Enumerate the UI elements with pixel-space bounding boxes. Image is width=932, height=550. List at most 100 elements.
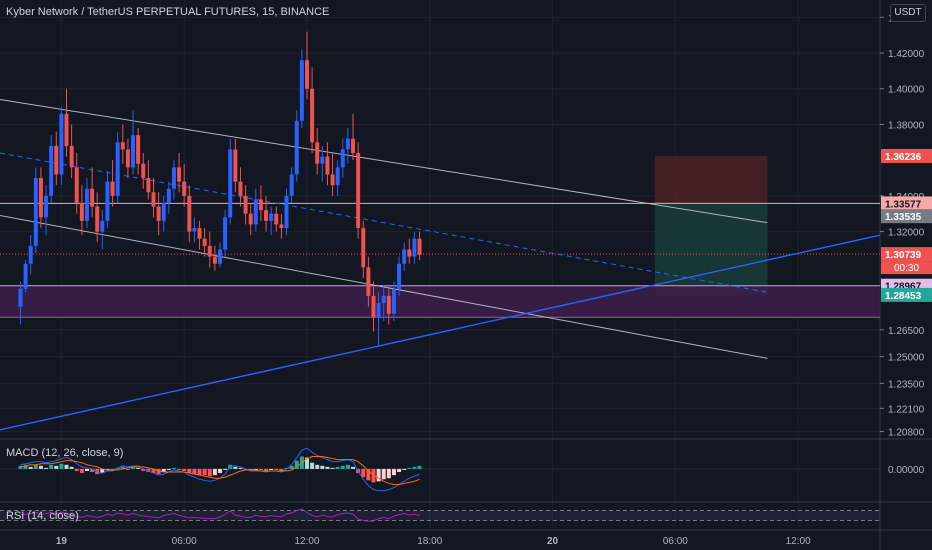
macd-histogram-bar xyxy=(90,468,95,473)
time-tick-label: 18:00 xyxy=(417,536,442,547)
countdown-label: 00:30 xyxy=(894,263,919,274)
time-tick-label: 06:00 xyxy=(172,536,197,547)
drawing-zones xyxy=(0,155,880,318)
macd-histogram-bar xyxy=(171,467,176,469)
macd-histogram-bar xyxy=(38,465,43,469)
macd-histogram-bar xyxy=(100,468,105,474)
rsi-line xyxy=(20,508,420,522)
price-tag-label: 1.36236 xyxy=(885,152,922,163)
candle-body xyxy=(212,256,217,264)
macd-histogram-bar xyxy=(264,468,269,471)
candle-body xyxy=(33,178,38,246)
currency-button[interactable]: USDT xyxy=(890,4,926,22)
rsi-label[interactable]: RSI (14, close) xyxy=(6,510,79,522)
macd-label[interactable]: MACD (12, 26, close, 9) xyxy=(6,447,124,459)
macd-histogram-bar xyxy=(335,466,340,469)
price-tick-label: 1.32000 xyxy=(888,228,925,239)
macd-histogram-bar xyxy=(212,468,217,476)
candle-body xyxy=(84,188,89,221)
macd-histogram-bar xyxy=(23,464,28,469)
time-tick-label: 06:00 xyxy=(663,536,688,547)
candle-body xyxy=(345,138,350,150)
macd-histogram-bar xyxy=(310,462,315,469)
candle-body xyxy=(74,167,79,204)
candle-body xyxy=(412,238,417,257)
macd-histogram-bar xyxy=(79,468,84,474)
price-tag-label: 1.30739 xyxy=(885,250,922,261)
candle-body xyxy=(330,174,335,186)
candle-body xyxy=(64,113,69,146)
candle-body xyxy=(187,195,192,232)
time-tick-label: 19 xyxy=(56,536,68,547)
candle-body xyxy=(161,203,166,221)
price-tag-resistance xyxy=(881,196,932,211)
candle-body xyxy=(253,199,258,225)
candle-body xyxy=(274,213,279,225)
candle-body xyxy=(136,135,141,164)
time-tick-label: 12:00 xyxy=(786,536,811,547)
macd-histogram-bar xyxy=(258,468,263,470)
macd-histogram-bar xyxy=(289,465,294,469)
macd-histogram-bar xyxy=(238,467,243,469)
price-tick-label: 1.25000 xyxy=(888,353,925,364)
macd-histogram-bar xyxy=(269,468,274,470)
macd-histogram-bar xyxy=(253,468,258,470)
price-tag-last-price xyxy=(881,247,932,262)
price-tick-label: 1.26500 xyxy=(888,326,925,337)
macd-histogram-bar xyxy=(74,468,79,471)
price-tag-label: 1.33577 xyxy=(885,199,922,210)
macd-histogram-bar xyxy=(202,468,207,476)
candle-body xyxy=(23,263,28,289)
candle-body xyxy=(264,210,269,221)
macd-histogram-bar xyxy=(192,468,197,475)
macd-histogram-bar xyxy=(412,466,417,469)
candle-body xyxy=(28,245,33,264)
candle-body xyxy=(391,288,396,314)
candle-body xyxy=(182,181,187,196)
candle-body xyxy=(90,188,95,207)
macd-histogram-bar xyxy=(33,464,38,469)
macd-histogram-bar xyxy=(274,468,279,470)
macd-histogram-bar xyxy=(187,468,192,474)
macd-histogram-bar xyxy=(233,466,238,469)
candle-body xyxy=(248,213,253,225)
macd-histogram-bar xyxy=(407,467,412,469)
candle-body xyxy=(397,263,402,289)
macd-pane xyxy=(0,447,880,492)
price-axis[interactable]: 1.440001.420001.400001.380001.340001.320… xyxy=(880,13,932,476)
macd-histogram-bar xyxy=(44,467,49,469)
candle-body xyxy=(228,149,233,218)
macd-histogram-bar xyxy=(125,468,130,470)
candle-body xyxy=(310,88,315,143)
support-zone xyxy=(0,285,880,318)
candle-body xyxy=(361,228,366,268)
macd-histogram-bar xyxy=(64,464,69,469)
macd-histogram-bar xyxy=(69,466,74,469)
candle-body xyxy=(125,149,130,168)
price-tag-stop-loss xyxy=(881,148,932,163)
candle-body xyxy=(233,149,238,182)
candle-body xyxy=(386,295,391,314)
candle-body xyxy=(69,145,74,168)
macd-histogram-bar xyxy=(361,468,366,478)
macd-histogram-bar xyxy=(279,468,284,471)
candle-body xyxy=(402,249,407,264)
macd-histogram-bar xyxy=(136,467,141,469)
candle-body xyxy=(197,228,202,239)
macd-histogram-bar xyxy=(391,468,396,476)
price-tag-label: 1.33535 xyxy=(885,212,922,223)
candle-body xyxy=(320,156,325,164)
candle-body xyxy=(207,245,212,257)
macd-histogram-bar xyxy=(166,468,171,470)
candle-body xyxy=(171,167,176,189)
candle-body xyxy=(105,181,110,221)
price-tick-label: 1.22100 xyxy=(888,404,925,415)
macd-histogram-bar xyxy=(315,464,320,469)
time-axis[interactable]: 19 06:00 12:00 18:00 20 06:00 12:00 xyxy=(56,536,811,547)
candle-body xyxy=(151,192,156,207)
candle-body xyxy=(223,217,228,250)
candle-body xyxy=(18,288,23,307)
candle-body xyxy=(238,181,243,196)
macd-histogram-bar xyxy=(223,468,228,470)
